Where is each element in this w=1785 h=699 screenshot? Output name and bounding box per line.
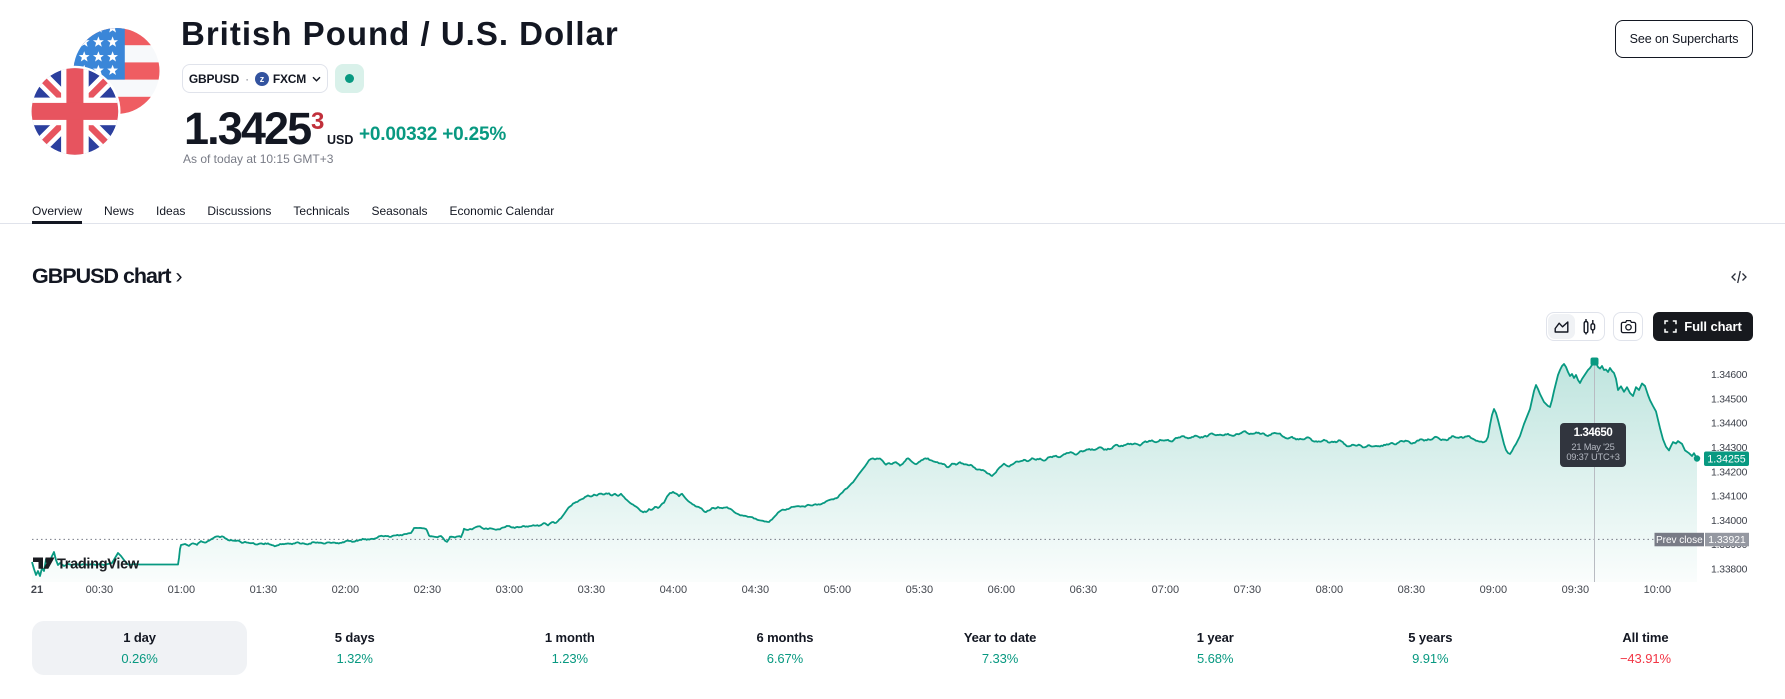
svg-text:02:00: 02:00 [332, 584, 360, 596]
svg-text:10:00: 10:00 [1644, 584, 1672, 596]
svg-text:1.34600: 1.34600 [1711, 370, 1748, 381]
svg-text:06:30: 06:30 [1070, 584, 1098, 596]
svg-text:1.33921: 1.33921 [1708, 535, 1746, 546]
svg-text:08:30: 08:30 [1398, 584, 1426, 596]
svg-text:08:00: 08:00 [1316, 584, 1344, 596]
svg-text:1.34000: 1.34000 [1711, 516, 1748, 527]
svg-text:1.34100: 1.34100 [1711, 492, 1748, 503]
svg-text:01:30: 01:30 [250, 584, 278, 596]
svg-text:Prev close: Prev close [1656, 535, 1703, 546]
svg-text:1.33800: 1.33800 [1711, 565, 1748, 576]
svg-text:04:30: 04:30 [742, 584, 770, 596]
svg-text:1.34300: 1.34300 [1711, 443, 1748, 454]
svg-text:TradingView: TradingView [57, 557, 140, 573]
svg-text:1.34200: 1.34200 [1711, 467, 1748, 478]
svg-text:03:00: 03:00 [496, 584, 524, 596]
svg-text:07:00: 07:00 [1152, 584, 1180, 596]
svg-text:04:00: 04:00 [660, 584, 688, 596]
svg-text:00:30: 00:30 [86, 584, 114, 596]
svg-text:21: 21 [31, 584, 43, 596]
svg-text:09:00: 09:00 [1480, 584, 1508, 596]
svg-text:05:30: 05:30 [906, 584, 934, 596]
svg-text:02:30: 02:30 [414, 584, 442, 596]
svg-text:01:00: 01:00 [168, 584, 196, 596]
svg-text:07:30: 07:30 [1234, 584, 1262, 596]
svg-text:1.34400: 1.34400 [1711, 419, 1748, 430]
svg-text:1.34500: 1.34500 [1711, 394, 1748, 405]
svg-text:1.34255: 1.34255 [1707, 454, 1745, 466]
svg-text:06:00: 06:00 [988, 584, 1016, 596]
svg-text:03:30: 03:30 [578, 584, 606, 596]
svg-text:09:30: 09:30 [1562, 584, 1590, 596]
svg-text:05:00: 05:00 [824, 584, 852, 596]
